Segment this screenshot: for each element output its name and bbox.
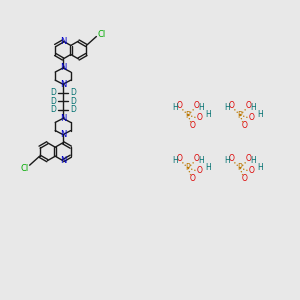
Text: N: N	[60, 37, 66, 46]
Text: O: O	[194, 101, 199, 110]
Text: N: N	[60, 156, 66, 165]
Text: H: H	[205, 163, 211, 172]
Text: O: O	[242, 121, 247, 130]
Text: H: H	[224, 156, 230, 165]
Text: D: D	[70, 97, 76, 106]
Text: O: O	[248, 113, 254, 122]
Text: O: O	[177, 154, 183, 163]
Text: D: D	[50, 97, 56, 106]
Text: N: N	[60, 80, 66, 89]
Text: H: H	[257, 163, 263, 172]
Text: H: H	[257, 110, 263, 119]
Text: P: P	[238, 110, 242, 119]
Text: H: H	[198, 103, 204, 112]
Text: O: O	[245, 101, 251, 110]
Text: H: H	[198, 156, 204, 165]
Text: D: D	[70, 88, 76, 97]
Text: N: N	[60, 114, 66, 123]
Text: Cl: Cl	[20, 164, 29, 173]
Text: O: O	[229, 154, 235, 163]
Text: H: H	[250, 103, 256, 112]
Text: D: D	[70, 105, 76, 114]
Text: O: O	[248, 166, 254, 175]
Text: N: N	[60, 130, 66, 139]
Text: O: O	[196, 113, 202, 122]
Text: O: O	[196, 166, 202, 175]
Text: H: H	[250, 156, 256, 165]
Text: O: O	[229, 101, 235, 110]
Text: N: N	[60, 64, 66, 73]
Text: H: H	[172, 156, 178, 165]
Text: P: P	[186, 164, 190, 172]
Text: O: O	[245, 154, 251, 163]
Text: O: O	[242, 174, 247, 183]
Text: O: O	[177, 101, 183, 110]
Text: P: P	[186, 110, 190, 119]
Text: H: H	[205, 110, 211, 119]
Text: O: O	[190, 121, 196, 130]
Text: O: O	[190, 174, 196, 183]
Text: D: D	[50, 105, 56, 114]
Text: H: H	[224, 103, 230, 112]
Text: D: D	[50, 88, 56, 97]
Text: H: H	[172, 103, 178, 112]
Text: P: P	[238, 164, 242, 172]
Text: O: O	[194, 154, 199, 163]
Text: Cl: Cl	[97, 30, 106, 39]
